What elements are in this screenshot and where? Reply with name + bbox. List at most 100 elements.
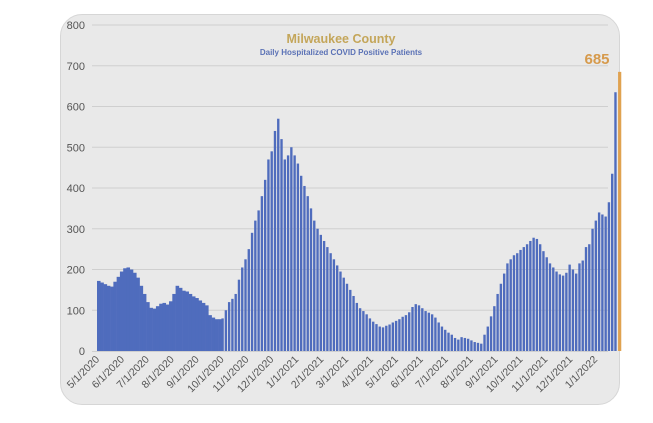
bar (519, 249, 522, 351)
bar (470, 340, 473, 351)
bar (578, 263, 581, 351)
bar (205, 305, 209, 351)
bar (545, 257, 548, 351)
bar (349, 289, 352, 352)
bar (214, 319, 219, 351)
bar (489, 316, 493, 351)
bar (404, 315, 408, 351)
bar (378, 326, 381, 351)
bar (401, 316, 404, 351)
bar (299, 175, 303, 351)
bar (352, 295, 355, 351)
bar (496, 293, 499, 351)
bar (427, 312, 431, 351)
bar (408, 312, 411, 351)
bar (195, 298, 199, 351)
bar (342, 277, 345, 351)
y-tick-label: 400 (67, 183, 85, 195)
bar (309, 208, 313, 352)
bar (270, 151, 273, 351)
bar (296, 163, 300, 351)
bar (227, 302, 231, 351)
bar (568, 264, 571, 351)
bar (188, 293, 193, 351)
bar (525, 244, 529, 351)
bar (522, 247, 525, 351)
bar (548, 263, 552, 351)
bar (303, 185, 306, 351)
y-tick-label: 0 (79, 346, 85, 358)
bar (575, 273, 578, 351)
bar (542, 251, 545, 351)
bar (368, 318, 372, 351)
bar (313, 220, 316, 351)
bar (241, 267, 244, 351)
bar (208, 315, 212, 351)
y-tick-label: 700 (67, 61, 85, 73)
bar (332, 259, 336, 351)
bar (116, 276, 121, 351)
bar (293, 155, 296, 351)
bar (113, 281, 117, 351)
chart-subtitle: Daily Hospitalized COVID Positive Patien… (260, 48, 423, 57)
bar (358, 308, 362, 351)
bar (322, 240, 326, 351)
bar (345, 283, 349, 351)
bar (565, 272, 568, 351)
bar (611, 173, 614, 351)
bar (267, 159, 270, 351)
bar (139, 285, 144, 351)
bar (133, 272, 137, 351)
bar (381, 327, 385, 351)
bar (224, 310, 228, 351)
bar (506, 263, 509, 351)
bar (247, 249, 250, 352)
bar (201, 302, 206, 351)
bar (398, 319, 401, 351)
bar (607, 202, 611, 351)
bar (473, 342, 476, 351)
bar (447, 332, 450, 351)
bar (588, 244, 591, 351)
bar (234, 293, 237, 351)
bar (175, 285, 180, 351)
bar (339, 271, 342, 351)
bar (316, 228, 319, 351)
bar (326, 247, 329, 351)
bar (486, 326, 489, 351)
bar (149, 307, 153, 351)
bar (211, 317, 216, 351)
bar (263, 179, 267, 351)
bar (152, 308, 157, 351)
bar (237, 279, 241, 351)
bar (476, 342, 480, 351)
bar (555, 271, 558, 351)
bar (450, 334, 453, 351)
bar (283, 159, 286, 351)
bar (254, 220, 257, 351)
bar (493, 306, 496, 351)
bar (329, 253, 332, 351)
highlight-bar (618, 71, 622, 352)
bar (453, 337, 457, 351)
bar (146, 302, 150, 351)
bar (97, 280, 101, 351)
bar (434, 317, 437, 351)
bar (362, 311, 365, 351)
bar (244, 259, 247, 351)
bar (430, 314, 434, 351)
bar (581, 260, 584, 351)
bar (414, 304, 417, 351)
bar (509, 259, 512, 351)
bar (411, 306, 414, 351)
bar (280, 139, 283, 351)
bar (460, 337, 463, 351)
bar (535, 238, 539, 351)
bar (142, 293, 147, 351)
y-tick-label: 500 (67, 142, 85, 154)
bar (375, 324, 378, 351)
bar (502, 273, 506, 351)
bar (529, 240, 532, 351)
bar (169, 301, 173, 351)
